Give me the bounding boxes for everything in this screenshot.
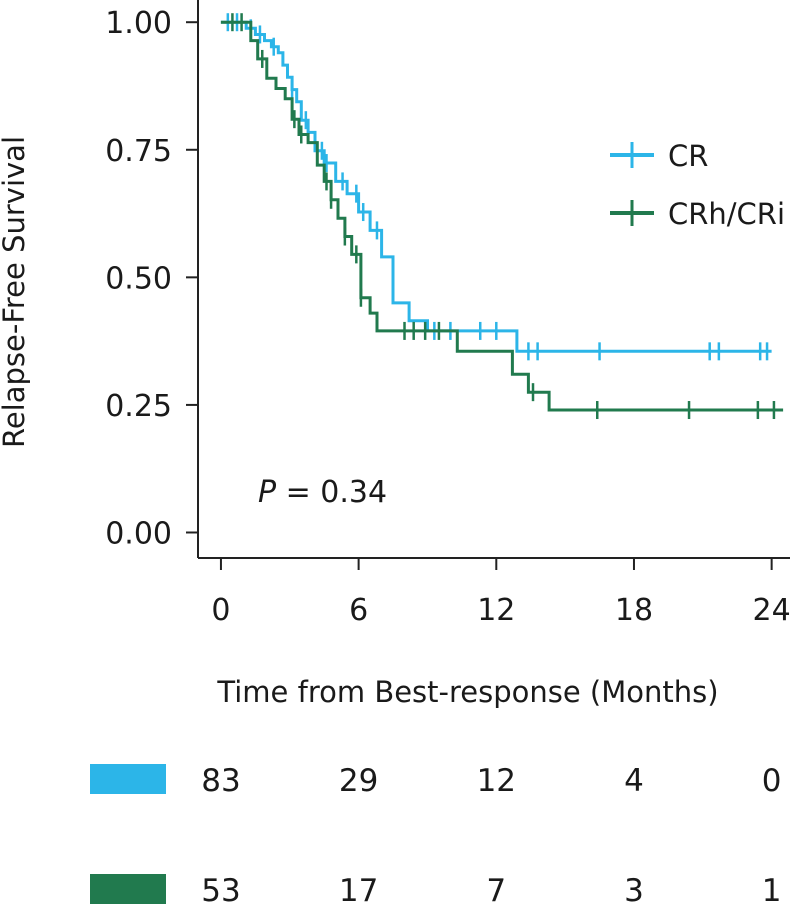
- risk-count: 1: [762, 873, 782, 908]
- risk-count: 29: [339, 763, 378, 799]
- x-tick-label: 24: [753, 593, 791, 628]
- risk-swatch: [90, 764, 166, 794]
- risk-table: 83 29 12 4 0 53 17 7 3 1: [90, 763, 782, 908]
- y-tick-label: 0.75: [105, 134, 172, 169]
- legend-label: CR: [668, 139, 708, 173]
- p-value-text: = 0.34: [276, 475, 387, 510]
- series-line-0: [220, 20, 772, 353]
- risk-count: 4: [624, 763, 644, 799]
- axes: 0.00 0.25 0.50 0.75 1.00 0 6 12 18 24 Time from Be…: [0, 0, 791, 709]
- x-axis-title: Time from Best-response (Months): [216, 675, 718, 709]
- risk-count: 12: [477, 763, 516, 799]
- x-tick-label: 0: [211, 593, 230, 628]
- y-tick-label: 1.00: [105, 6, 172, 41]
- risk-swatch: [90, 874, 166, 904]
- y-tick-label: 0.25: [105, 389, 172, 424]
- plot-area: P = 0.34: [220, 13, 784, 510]
- legend-label: CRh/CRi: [668, 197, 785, 231]
- risk-count: 7: [486, 873, 506, 908]
- x-tick-label: 18: [615, 593, 653, 628]
- p-value-symbol: P: [258, 475, 277, 510]
- x-tick-label: 12: [477, 593, 515, 628]
- risk-count: 3: [624, 873, 644, 908]
- y-tick-label: 0.00: [105, 516, 172, 551]
- y-axis-title: Relapse-Free Survival: [0, 136, 31, 448]
- risk-count: 17: [339, 873, 378, 908]
- series-line-1: [220, 20, 784, 412]
- y-tick-label: 0.50: [105, 261, 172, 296]
- risk-count: 83: [201, 763, 240, 799]
- x-tick-label: 6: [349, 593, 368, 628]
- risk-count: 0: [762, 763, 782, 799]
- legend: CR CRh/CRi: [610, 139, 785, 231]
- p-value-annotation: P = 0.34: [258, 475, 387, 510]
- risk-count: 53: [201, 873, 240, 908]
